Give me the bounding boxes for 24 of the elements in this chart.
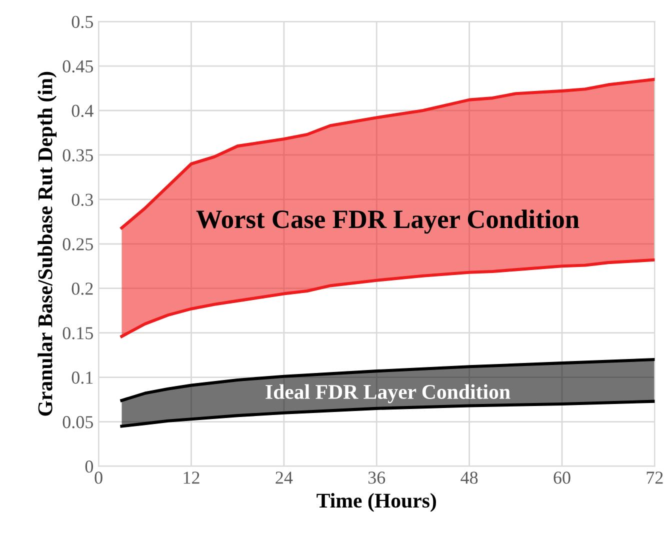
y-tick-label: 0 xyxy=(85,460,94,473)
x-tick-label: 72 xyxy=(646,472,663,484)
x-axis-title: Time (Hours) xyxy=(316,493,436,512)
y-tick-label: 0.05 xyxy=(62,416,93,428)
y-tick-label: 0.5 xyxy=(72,16,93,28)
x-tick-label: 36 xyxy=(368,472,386,484)
annotation: Ideal FDR Layer Condition xyxy=(266,384,510,404)
y-tick-label: 0.15 xyxy=(62,327,93,340)
y-axis-title: Granular Base/Subbase Rut Depth (in) xyxy=(38,72,57,416)
y-tick-label: 0.3 xyxy=(72,194,93,206)
line-series xyxy=(120,258,655,338)
x-tick-label: 12 xyxy=(184,472,200,484)
x-tick-label: 60 xyxy=(554,472,570,484)
y-tick-label: 0.1 xyxy=(72,372,93,384)
y-tick-label: 0.25 xyxy=(62,238,93,250)
line-series xyxy=(120,358,655,402)
x-tick-label: 0 xyxy=(94,472,102,484)
y-tick-label: 0.35 xyxy=(62,149,93,162)
annotation: Worst Case FDR Layer Condition xyxy=(196,210,580,234)
x-tick-label: 48 xyxy=(460,472,478,484)
y-tick-label: 0.2 xyxy=(72,282,93,295)
y-tick-label: 0.45 xyxy=(62,60,93,73)
y-tick-label: 0.4 xyxy=(72,104,94,118)
x-tick-label: 24 xyxy=(276,472,293,484)
